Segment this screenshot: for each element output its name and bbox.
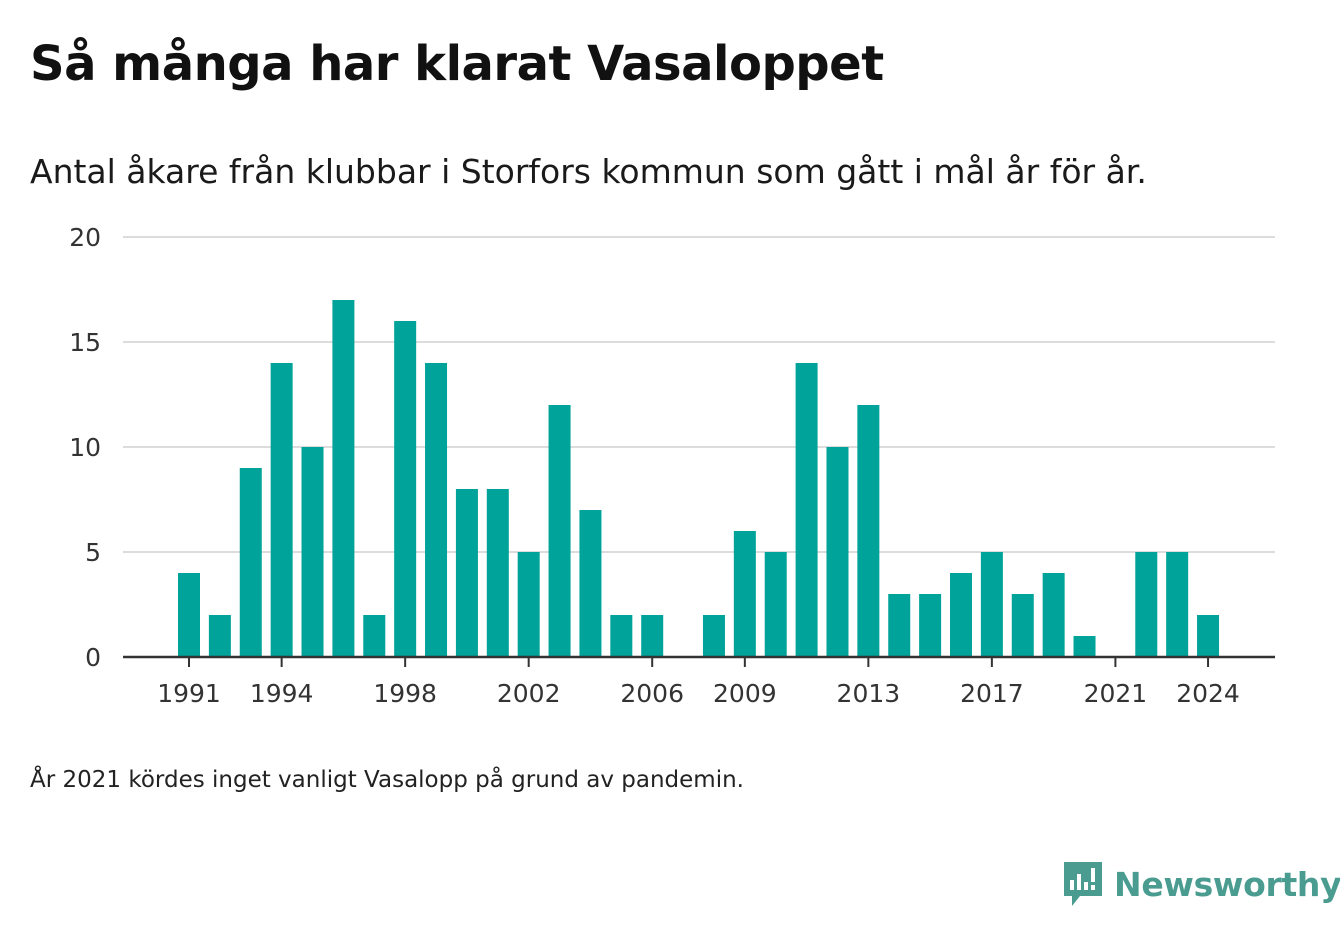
x-tick-label: 2017	[960, 679, 1024, 708]
bar-2005	[610, 615, 633, 657]
y-tick-label: 20	[69, 223, 101, 252]
bar-1992	[208, 615, 231, 657]
chart-title: Så många har klarat Vasaloppet	[30, 36, 884, 92]
x-tick-label: 1991	[157, 679, 221, 708]
bar-2006	[641, 615, 664, 657]
bar-2010	[764, 552, 787, 657]
bar-2023	[1166, 552, 1189, 657]
brand-logo: Newsworthy	[1062, 860, 1340, 908]
bar-2013	[857, 405, 880, 657]
bar-2003	[548, 405, 571, 657]
bar-2016	[950, 573, 972, 657]
bar-2014	[888, 594, 911, 657]
bar-1998	[394, 321, 417, 657]
bar-2024	[1197, 615, 1220, 657]
x-tick-label: 2021	[1084, 679, 1148, 708]
bar-2004	[579, 510, 602, 657]
bar-2001	[486, 489, 509, 657]
footnote: År 2021 kördes inget vanligt Vasalopp på…	[30, 767, 744, 793]
y-tick-label: 5	[85, 538, 101, 567]
bar-1995	[301, 447, 324, 657]
x-tick-label: 1994	[250, 679, 314, 708]
bar-2020	[1073, 636, 1096, 657]
y-tick-label: 0	[85, 643, 101, 672]
bar-1993	[239, 468, 262, 657]
bar-1991	[178, 573, 200, 657]
bar-1999	[425, 363, 448, 657]
x-tick-label: 2009	[713, 679, 777, 708]
bar-1996	[332, 300, 355, 657]
bar-2009	[733, 531, 756, 657]
y-tick-label: 10	[69, 433, 101, 462]
bar-2015	[919, 594, 942, 657]
bar-2019	[1042, 573, 1065, 657]
bar-2012	[826, 447, 849, 657]
bar-2002	[517, 552, 540, 657]
bar-2017	[980, 552, 1003, 657]
brand-name: Newsworthy	[1114, 864, 1340, 904]
bar-2008	[702, 615, 725, 657]
x-tick-label: 2006	[620, 679, 684, 708]
chart-subtitle: Antal åkare från klubbar i Storfors komm…	[30, 152, 1147, 191]
x-tick-label: 2024	[1176, 679, 1240, 708]
bar-1994	[270, 363, 293, 657]
bar-2018	[1011, 594, 1034, 657]
bar-1997	[363, 615, 386, 657]
y-tick-label: 15	[69, 328, 101, 357]
bar-2011	[795, 363, 818, 657]
x-tick-label: 2013	[837, 679, 901, 708]
newsworthy-logo-icon	[1064, 862, 1102, 906]
bar-2000	[455, 489, 478, 657]
bar-2022	[1135, 552, 1158, 657]
x-tick-label: 1998	[373, 679, 437, 708]
x-tick-label: 2002	[497, 679, 561, 708]
